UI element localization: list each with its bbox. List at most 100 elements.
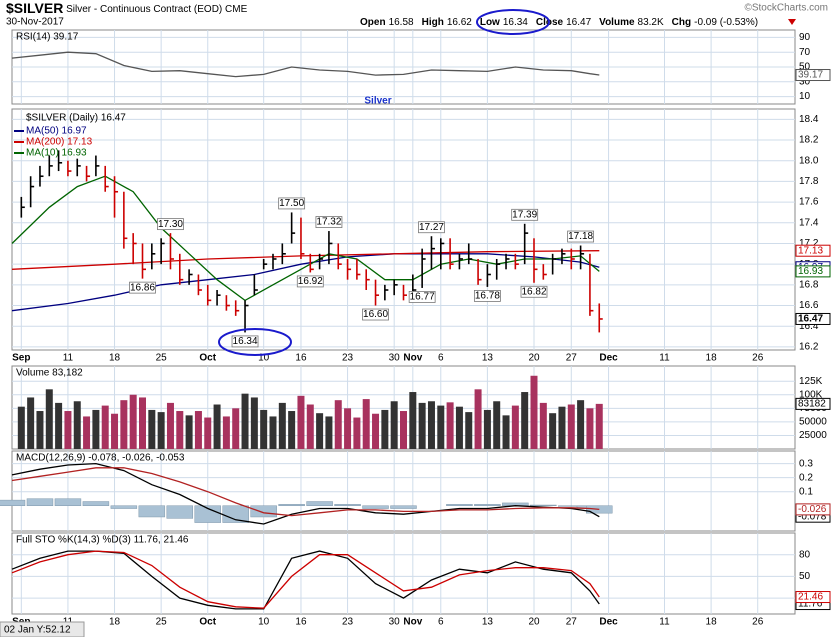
- y-tick-label: 18.2: [799, 135, 819, 146]
- histogram-bar: [26, 498, 54, 506]
- y-tick-label: 17.4: [799, 217, 819, 228]
- volume-bar: [483, 409, 491, 449]
- value-badge-label: 16.47: [798, 314, 823, 325]
- volume-bar: [92, 409, 100, 449]
- volume-bar: [353, 417, 361, 449]
- value-badge-label: 17.13: [798, 245, 823, 256]
- volume-bar: [446, 402, 454, 449]
- value-badge-label: 83182: [798, 399, 826, 410]
- x-tick-label: 16: [295, 353, 307, 364]
- x-tick-label: 18: [109, 617, 121, 628]
- symbol: $SILVER: [6, 0, 63, 16]
- annotation: 16.60: [363, 309, 388, 320]
- x-tick-label: 23: [342, 617, 354, 628]
- volume-bar: [288, 411, 296, 449]
- volume-bar: [45, 389, 53, 449]
- value-badge-label: -0.078: [798, 511, 827, 522]
- value-badge: [795, 69, 831, 82]
- volume-bar: [586, 408, 594, 449]
- histogram-bar: [54, 498, 82, 506]
- quote-value: 16.34: [503, 17, 528, 28]
- histogram-bar: [166, 505, 194, 519]
- volume-bar: [278, 402, 286, 449]
- volume-bar: [437, 405, 445, 449]
- volume-bar: [17, 406, 25, 449]
- x-tick-label: 11: [659, 617, 670, 628]
- x-tick-label: 20: [528, 617, 540, 628]
- legend-label: MA(200) 17.13: [26, 137, 93, 148]
- y-tick-label: 90: [799, 32, 811, 43]
- value-badge-label: 16.93: [798, 266, 823, 277]
- volume-bar: [73, 401, 81, 449]
- volume-bar: [297, 395, 305, 449]
- y-tick-label: 50000: [799, 417, 827, 428]
- volume-bar: [502, 415, 510, 449]
- quote-label: Low: [480, 17, 500, 28]
- volume-bar: [390, 401, 398, 449]
- volume-bar: [148, 409, 156, 449]
- annotation-box: [408, 291, 436, 303]
- value-badge: [795, 503, 831, 516]
- volume-bar: [64, 411, 72, 449]
- value-badge: [795, 591, 831, 604]
- highlight-circle: [476, 9, 550, 35]
- pane-frame: [11, 108, 796, 351]
- y-tick-label: 0.3: [799, 458, 813, 469]
- chart-header: $SILVER Silver - Continuous Contract (EO…: [6, 0, 248, 16]
- highlight-circle: [218, 328, 292, 356]
- y-tick-label: 80: [799, 549, 811, 560]
- x-tick-label: Nov: [403, 617, 422, 628]
- series-line: [11, 550, 600, 609]
- y-tick-label: 18.4: [799, 114, 819, 125]
- pane-label: Volume 83,182: [16, 368, 83, 379]
- volume-bar: [194, 411, 202, 449]
- histogram-bar: [82, 501, 110, 506]
- y-tick-label: 18.0: [799, 155, 819, 166]
- volume-bar: [185, 415, 193, 449]
- y-tick-label: 16.6: [799, 300, 819, 311]
- volume-bar: [306, 404, 314, 449]
- quote-value: 16.62: [447, 17, 472, 28]
- x-tick-label: 10: [258, 617, 270, 628]
- down-arrow: [788, 19, 796, 25]
- instrument-name: Silver - Continuous Contract (EOD): [66, 4, 222, 15]
- annotation: 17.27: [419, 222, 444, 233]
- x-tick-label: 18: [109, 353, 121, 364]
- quote-label: Open: [360, 17, 386, 28]
- annotation: 16.34: [233, 336, 258, 347]
- x-tick-label: Nov: [403, 353, 422, 364]
- x-tick-label: Sep: [12, 353, 30, 364]
- histogram-bar: [250, 505, 277, 518]
- volume-bar: [36, 411, 44, 449]
- annotation: 17.30: [158, 219, 183, 230]
- annotation: 16.86: [130, 282, 155, 293]
- volume-bar: [316, 413, 324, 449]
- quote: Open 16.58 High 16.62 Low 16.34 Close 16.47 Volu…: [360, 17, 758, 28]
- pane-label: $SILVER (Daily) 16.47: [26, 113, 126, 124]
- legend-label: MA(50) 16.97: [26, 126, 87, 137]
- pane-label: Full STO %K(14,3) %D(3) 11.76, 21.46: [16, 535, 189, 546]
- x-tick-label: 13: [482, 353, 494, 364]
- x-tick-label: 13: [482, 617, 494, 628]
- x-tick-label: 6: [438, 353, 444, 364]
- x-tick-label: 25: [156, 617, 168, 628]
- y-tick-label: 17.8: [799, 176, 819, 187]
- y-tick-label: 16.2: [799, 342, 819, 353]
- y-tick-label: 30: [799, 76, 811, 87]
- y-tick-label: 10: [799, 91, 811, 102]
- volume-bar: [344, 408, 352, 449]
- volume-bar: [101, 405, 109, 449]
- volume-bar: [465, 412, 473, 449]
- annotation: 17.32: [316, 217, 341, 228]
- annotation-box: [511, 208, 539, 221]
- histogram-bar: [362, 505, 389, 509]
- volume-bar: [232, 408, 240, 449]
- panes: 90 70 50 30 10 RSI(14) 39.17 39.17 18.4 18.2 18.0…: [0, 29, 831, 628]
- volume-bar: [139, 397, 146, 449]
- y-tick-label: 125K: [799, 376, 823, 387]
- value-badge: [795, 312, 831, 325]
- x-tick-label: 11: [63, 353, 74, 364]
- x-tick-label: Oct: [199, 353, 216, 364]
- volume-bar: [176, 411, 184, 449]
